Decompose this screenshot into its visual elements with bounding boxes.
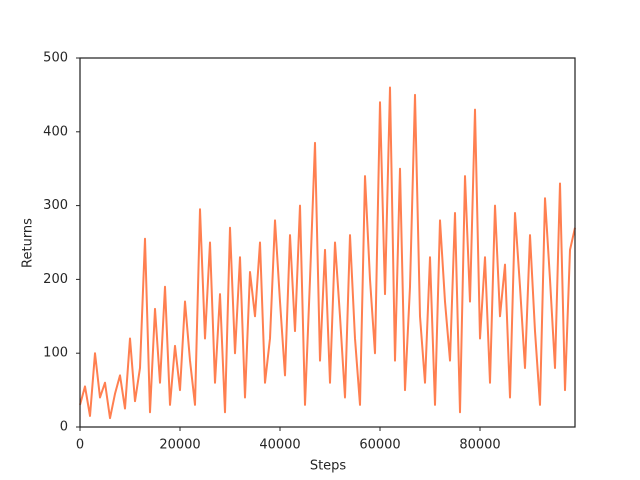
y-tick-label: 500	[43, 51, 68, 66]
line	[79, 86, 576, 420]
x-tick-label: 80000	[459, 438, 500, 453]
y-tick-label: 400	[43, 124, 68, 139]
y-tick-label: 200	[43, 272, 68, 287]
x-tick-label: 40000	[259, 438, 300, 453]
x-tick-label: 20000	[159, 438, 200, 453]
y-axis-label: Returns	[21, 218, 36, 268]
y-tick-label: 0	[60, 420, 68, 435]
y-tick-label: 300	[43, 198, 68, 213]
x-tick-label: 0	[76, 438, 84, 453]
plot-frame	[79, 57, 576, 428]
x-axis-label: Steps	[310, 459, 347, 474]
y-tick-label: 100	[43, 346, 68, 361]
x-tick-label: 60000	[359, 438, 400, 453]
